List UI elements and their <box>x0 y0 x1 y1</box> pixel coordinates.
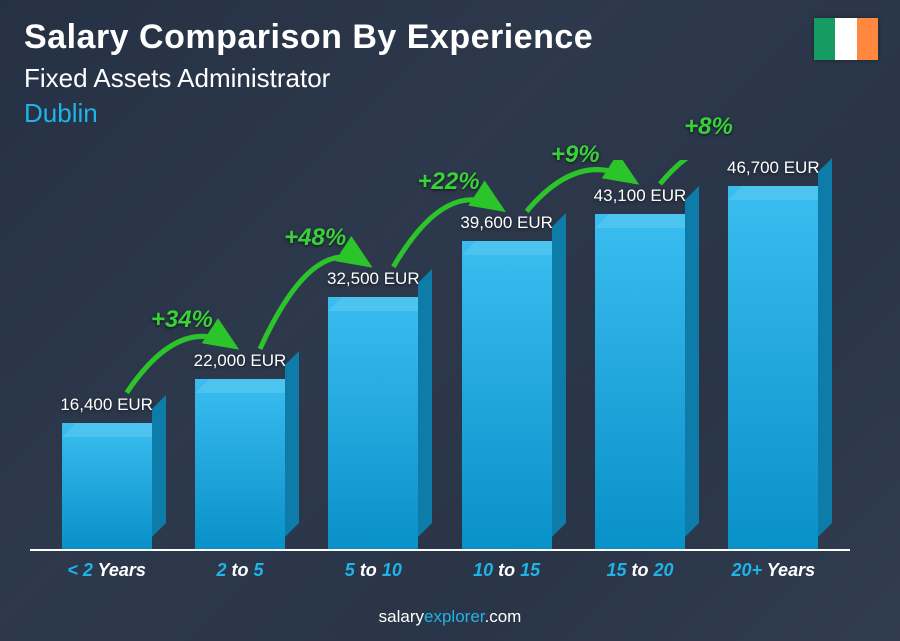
x-axis-line <box>30 549 850 551</box>
bar-value-label: 46,700 EUR <box>727 158 820 178</box>
page-subtitle: Fixed Assets Administrator <box>24 63 593 94</box>
percent-increase-label: +48% <box>284 224 346 252</box>
percent-increase-label: +22% <box>418 168 480 196</box>
x-axis-category: 10 to 15 <box>440 560 573 581</box>
bar <box>328 297 418 551</box>
x-labels: < 2 Years2 to 55 to 1010 to 1515 to 2020… <box>40 560 840 581</box>
percent-increase-label: +34% <box>151 306 213 334</box>
bar <box>462 241 552 551</box>
bar <box>62 423 152 551</box>
bar <box>595 214 685 551</box>
footer-text: salary <box>379 607 424 626</box>
flag-stripe <box>857 18 878 60</box>
bar-value-label: 43,100 EUR <box>594 186 687 206</box>
bar-group: 39,600 EUR <box>440 213 573 551</box>
footer-text: .com <box>485 607 522 626</box>
x-axis-category: 15 to 20 <box>573 560 706 581</box>
flag-stripe <box>835 18 856 60</box>
location-label: Dublin <box>24 98 593 129</box>
footer-text: explorer <box>424 607 484 626</box>
bars-container: 16,400 EUR 22,000 EUR 32,500 EUR 39,600 EUR… <box>40 160 840 551</box>
bar-value-label: 32,500 EUR <box>327 269 420 289</box>
bar <box>728 186 818 551</box>
x-axis-category: 5 to 10 <box>307 560 440 581</box>
bar <box>195 379 285 551</box>
bar-group: 32,500 EUR <box>307 269 440 551</box>
x-axis-category: 20+ Years <box>707 560 840 581</box>
percent-increase-label: +9% <box>551 141 600 169</box>
header: Salary Comparison By Experience Fixed As… <box>24 18 593 129</box>
bar-value-label: 16,400 EUR <box>60 395 153 415</box>
bar-group: 43,100 EUR <box>573 186 706 551</box>
bar-group: 16,400 EUR <box>40 395 173 551</box>
ireland-flag-icon <box>814 18 878 60</box>
x-axis-category: < 2 Years <box>40 560 173 581</box>
footer: salaryexplorer.com <box>0 607 900 627</box>
flag-stripe <box>814 18 835 60</box>
bar-value-label: 39,600 EUR <box>460 213 553 233</box>
percent-increase-label: +8% <box>684 113 733 141</box>
bar-group: 22,000 EUR <box>173 351 306 551</box>
x-axis-category: 2 to 5 <box>173 560 306 581</box>
bar-group: 46,700 EUR <box>707 158 840 551</box>
page-title: Salary Comparison By Experience <box>24 18 593 57</box>
salary-chart: 16,400 EUR 22,000 EUR 32,500 EUR 39,600 EUR… <box>40 160 840 581</box>
bar-value-label: 22,000 EUR <box>194 351 287 371</box>
